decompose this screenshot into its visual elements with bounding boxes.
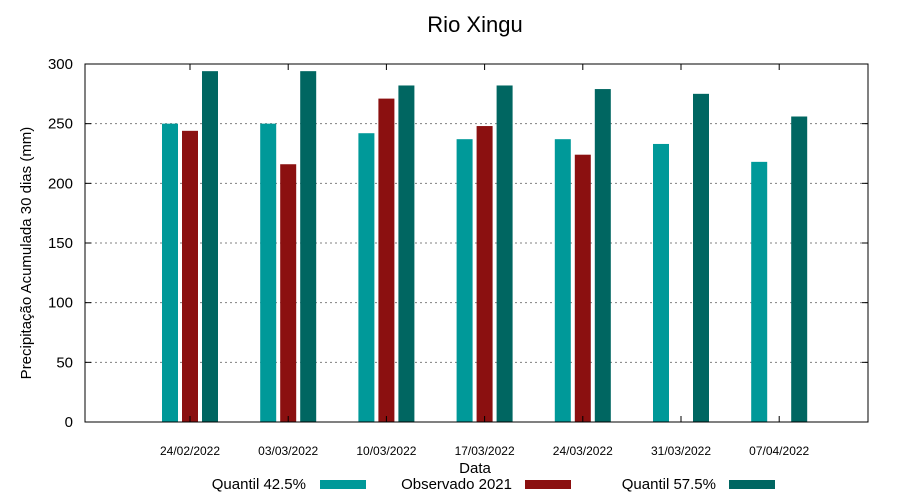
legend-label: Observado 2021	[401, 476, 512, 493]
x-tick-label: 10/03/2022	[356, 444, 416, 458]
bar	[791, 116, 808, 423]
y-tick-label: 200	[48, 175, 73, 192]
bar	[162, 123, 178, 423]
y-tick-label: 300	[48, 56, 73, 73]
x-tick-label: 17/03/2022	[455, 444, 515, 458]
bar	[496, 85, 513, 422]
x-tick-label: 07/04/2022	[749, 444, 809, 458]
bar	[280, 164, 297, 423]
legend-label: Quantil 57.5%	[622, 476, 716, 493]
y-tick-label: 100	[48, 295, 73, 312]
y-axis-label: Precipitação Acumulada 30 dias (mm)	[18, 127, 35, 380]
bar	[594, 89, 611, 422]
bar	[456, 139, 473, 422]
legend-swatch	[525, 480, 571, 489]
legend: Quantil 42.5% Observado 2021 Quantil 57.5%	[212, 476, 775, 493]
bar	[751, 161, 768, 422]
bar	[260, 123, 277, 423]
x-tick-label: 03/03/2022	[258, 444, 318, 458]
x-tick-label: 24/03/2022	[553, 444, 613, 458]
bar	[398, 85, 415, 422]
chart-title: Rio Xingu	[427, 12, 522, 37]
bar	[182, 130, 198, 422]
legend-swatch	[320, 480, 366, 489]
bar	[358, 133, 375, 423]
x-tick-label: 24/02/2022	[160, 444, 220, 458]
y-tick-label: 250	[48, 116, 73, 133]
y-tick-label: 50	[56, 354, 73, 371]
legend-label: Quantil 42.5%	[212, 476, 306, 493]
bar	[202, 71, 218, 422]
y-tick-label: 0	[65, 414, 73, 431]
y-tick-label: 150	[48, 235, 73, 252]
bar	[300, 71, 317, 422]
legend-swatch	[729, 480, 775, 489]
bars	[162, 71, 808, 423]
bar	[574, 154, 591, 422]
x-tick-label: 31/03/2022	[651, 444, 711, 458]
bar	[378, 98, 395, 423]
y-axis-ticks: 0 50 100 150 200 250 300	[48, 56, 868, 431]
bar	[476, 126, 493, 422]
bar	[693, 93, 709, 422]
x-axis-ticks: 24/02/2022 03/03/2022 10/03/2022 17/03/2022…	[160, 64, 810, 458]
x-axis-label: Data	[459, 460, 491, 477]
bar	[554, 139, 571, 422]
bar	[653, 143, 669, 422]
